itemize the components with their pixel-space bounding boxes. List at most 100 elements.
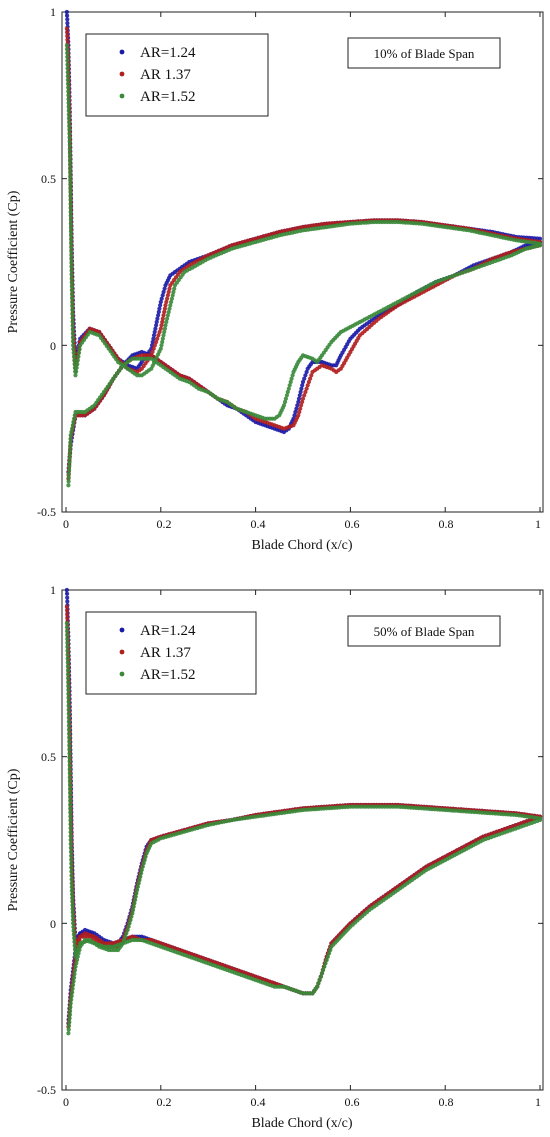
data-point	[67, 779, 72, 784]
data-point	[281, 403, 287, 408]
data-point	[154, 323, 159, 328]
data-point	[67, 1020, 72, 1025]
data-point	[65, 648, 70, 653]
data-point	[70, 327, 75, 332]
data-point	[309, 373, 314, 378]
data-point	[68, 174, 73, 179]
legend-label: AR 1.37	[140, 67, 191, 83]
data-point	[327, 951, 332, 956]
data-point	[162, 306, 167, 311]
data-point	[161, 313, 166, 318]
data-point	[65, 652, 70, 657]
legend-label: AR 1.37	[140, 645, 191, 661]
data-point	[300, 399, 305, 405]
data-point	[68, 190, 73, 195]
data-point	[64, 621, 69, 626]
annotation-text: 50% of Blade Span	[374, 624, 475, 639]
data-point	[134, 891, 139, 896]
y-tick-label: -0.5	[37, 1083, 56, 1097]
data-point	[68, 444, 73, 449]
data-point	[70, 903, 75, 908]
data-point	[165, 316, 170, 321]
legend-label: AR=1.52	[140, 667, 196, 683]
data-point	[68, 806, 73, 811]
data-point	[300, 383, 305, 388]
data-point	[68, 794, 73, 799]
y-tick-label: 0	[50, 917, 56, 931]
data-point	[159, 343, 164, 348]
data-point	[286, 386, 291, 391]
data-point	[157, 306, 162, 311]
data-point	[151, 333, 157, 338]
data-point	[71, 979, 76, 984]
data-point	[130, 911, 135, 916]
legend-label: AR=1.24	[140, 623, 196, 639]
x-tick-label: 1	[535, 1095, 541, 1109]
data-point	[65, 664, 70, 669]
data-point	[68, 802, 73, 807]
data-point	[66, 97, 71, 102]
data-point	[66, 723, 72, 728]
data-point	[70, 315, 75, 320]
data-point	[303, 389, 308, 395]
legend-label: AR=1.52	[140, 89, 196, 105]
data-point	[67, 731, 72, 736]
data-point	[67, 147, 72, 152]
data-point	[292, 413, 297, 418]
data-point	[67, 155, 73, 160]
data-point	[68, 194, 73, 199]
data-point	[69, 288, 74, 293]
data-point	[160, 336, 165, 341]
data-point	[69, 292, 75, 297]
data-point	[67, 131, 72, 136]
data-point	[120, 941, 125, 946]
data-point	[68, 186, 73, 191]
data-point	[68, 198, 73, 203]
data-point	[74, 369, 79, 374]
data-point	[303, 373, 308, 378]
data-point	[68, 841, 73, 846]
data-point	[68, 790, 73, 795]
legend: AR=1.24 AR 1.37 AR=1.52	[85, 33, 269, 117]
data-point	[66, 691, 71, 697]
data-point	[160, 339, 165, 345]
data-point	[72, 943, 77, 948]
data-point	[68, 182, 73, 187]
x-tick-label: 0.8	[439, 1095, 454, 1109]
data-point	[65, 30, 70, 35]
data-point	[154, 319, 159, 325]
data-point	[72, 358, 77, 363]
data-point	[69, 280, 74, 285]
y-axis-title: Pressure Coefficient (Cp)	[6, 768, 21, 911]
data-point	[161, 289, 166, 295]
data-point	[165, 296, 170, 301]
data-point	[128, 917, 133, 923]
data-point	[152, 343, 157, 348]
data-point	[67, 1012, 72, 1017]
data-point	[71, 932, 76, 937]
data-point	[170, 293, 175, 298]
data-point	[287, 383, 292, 388]
y-tick-label: 1	[50, 583, 56, 597]
data-point	[70, 307, 75, 313]
data-point	[72, 971, 77, 977]
data-point	[67, 143, 72, 148]
data-point	[136, 881, 141, 886]
data-point	[284, 393, 289, 398]
data-point	[65, 599, 70, 604]
data-point	[65, 13, 70, 18]
y-axis-title: Pressure Coefficient (Cp)	[6, 190, 21, 333]
data-point	[69, 257, 74, 262]
data-point	[66, 1031, 71, 1036]
data-point	[72, 936, 77, 941]
data-point	[172, 286, 177, 291]
data-point	[70, 914, 75, 919]
data-point	[65, 595, 70, 600]
data-point	[127, 921, 132, 926]
data-point	[64, 604, 69, 609]
data-point	[65, 672, 71, 677]
data-point	[65, 54, 70, 60]
data-point	[138, 874, 143, 879]
data-point	[77, 347, 82, 352]
data-point	[67, 127, 72, 132]
